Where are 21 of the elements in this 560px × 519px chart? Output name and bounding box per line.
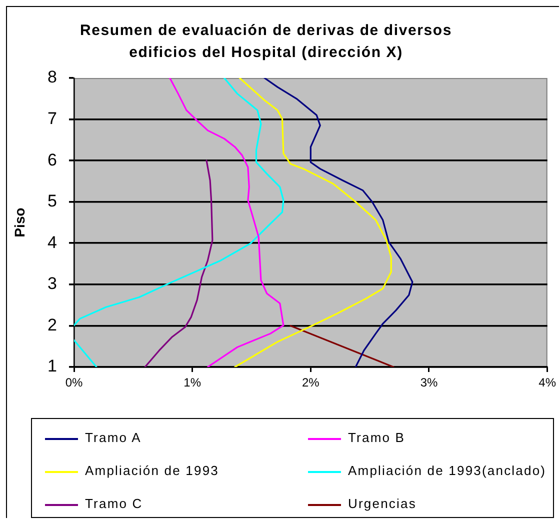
y-tick-label: 3 (48, 274, 57, 294)
x-tick-label: 4% (538, 376, 556, 390)
legend-label: Tramo A (85, 430, 142, 445)
y-tick-label: 2 (48, 315, 57, 334)
legend-label: Tramo C (85, 496, 143, 511)
legend-label: Ampliación de 1993(anclado) (348, 463, 546, 478)
x-tick-label: 1% (184, 376, 202, 390)
legend-label: Urgencias (348, 496, 416, 511)
y-tick-label: 7 (48, 108, 57, 128)
y-axis-title: Piso (11, 208, 28, 238)
x-tick-label: 0% (65, 376, 83, 390)
y-tick-label: 8 (48, 68, 57, 87)
x-tick-label: 2% (302, 376, 320, 390)
legend-label: Ampliación de 1993 (85, 463, 219, 478)
y-tick-label: 5 (48, 192, 57, 211)
legend-label: Tramo B (348, 430, 406, 445)
y-tick-label: 4 (48, 232, 57, 252)
y-tick-label: 1 (48, 356, 57, 376)
x-tick-label: 3% (420, 376, 438, 390)
chart-title: Resumen de evaluación de derivas de diversos edificios del Hospital (dirección X) (78, 21, 453, 63)
y-tick-label: 6 (48, 150, 57, 170)
